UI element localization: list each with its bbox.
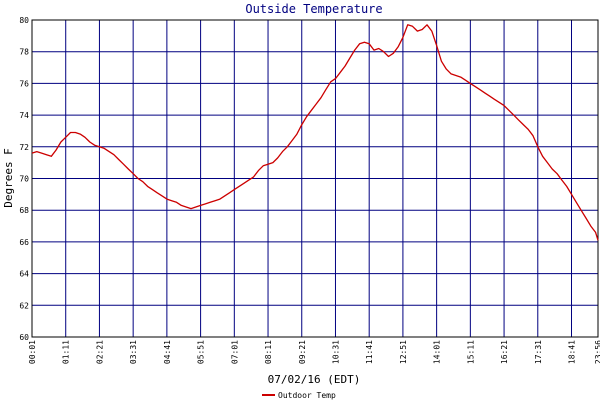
x-tick-label: 04:41 xyxy=(163,340,172,364)
series-layer xyxy=(31,24,599,241)
x-tick-label: 15:11 xyxy=(466,340,475,364)
x-tick-label: 05:51 xyxy=(197,340,206,364)
y-tick-label: 64 xyxy=(19,270,29,279)
x-tick-label: 17:31 xyxy=(534,340,543,364)
x-tick-label: 18:41 xyxy=(568,340,577,364)
x-tick-label: 01:11 xyxy=(62,340,71,364)
x-tick-label: 07:01 xyxy=(230,340,239,364)
x-tick-label: 03:31 xyxy=(129,340,138,364)
x-tick-label: 23:56 xyxy=(594,340,600,364)
x-tick-label: 09:21 xyxy=(298,340,307,364)
x-tick-label: 10:31 xyxy=(331,340,340,364)
x-tick-label: 12:51 xyxy=(399,340,408,364)
y-tick-labels: 60 62 64 66 68 70 72 74 76 78 80 xyxy=(19,16,29,342)
legend: Outdoor Temp xyxy=(262,391,336,400)
y-axis-label: Degrees F xyxy=(2,148,15,208)
x-axis-label: 07/02/16 (EDT) xyxy=(268,373,361,386)
y-tick-label: 68 xyxy=(19,206,29,215)
x-tick-labels: 00:01 01:11 02:21 03:31 04:41 05:51 07:01 08:11… xyxy=(28,340,600,364)
x-tick-label: 08:11 xyxy=(264,340,273,364)
x-tick-label: 00:01 xyxy=(28,340,37,364)
chart-title: Outside Temperature xyxy=(245,2,382,16)
y-tick-label: 80 xyxy=(19,16,29,25)
y-tick-label: 66 xyxy=(19,238,29,247)
y-tick-label: 60 xyxy=(19,333,29,342)
y-tick-label: 62 xyxy=(19,301,29,310)
x-tick-label: 14:01 xyxy=(433,340,442,364)
y-tick-label: 72 xyxy=(19,143,29,152)
x-tick-label: 11:41 xyxy=(365,340,374,364)
x-tick-label: 16:21 xyxy=(500,340,509,364)
y-tick-label: 76 xyxy=(19,79,29,88)
y-tick-label: 74 xyxy=(19,111,29,120)
x-tick-label: 02:21 xyxy=(95,340,104,364)
series-line-outdoor-temp xyxy=(31,24,599,241)
y-tick-label: 70 xyxy=(19,175,29,184)
legend-label-outdoor-temp: Outdoor Temp xyxy=(278,391,336,400)
plot-frame xyxy=(31,19,599,338)
y-tick-label: 78 xyxy=(19,48,29,57)
